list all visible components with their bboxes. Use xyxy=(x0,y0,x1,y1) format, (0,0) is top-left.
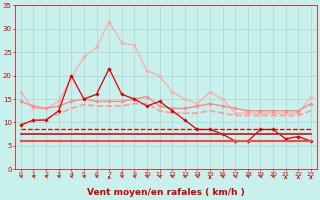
X-axis label: Vent moyen/en rafales ( km/h ): Vent moyen/en rafales ( km/h ) xyxy=(87,188,245,197)
